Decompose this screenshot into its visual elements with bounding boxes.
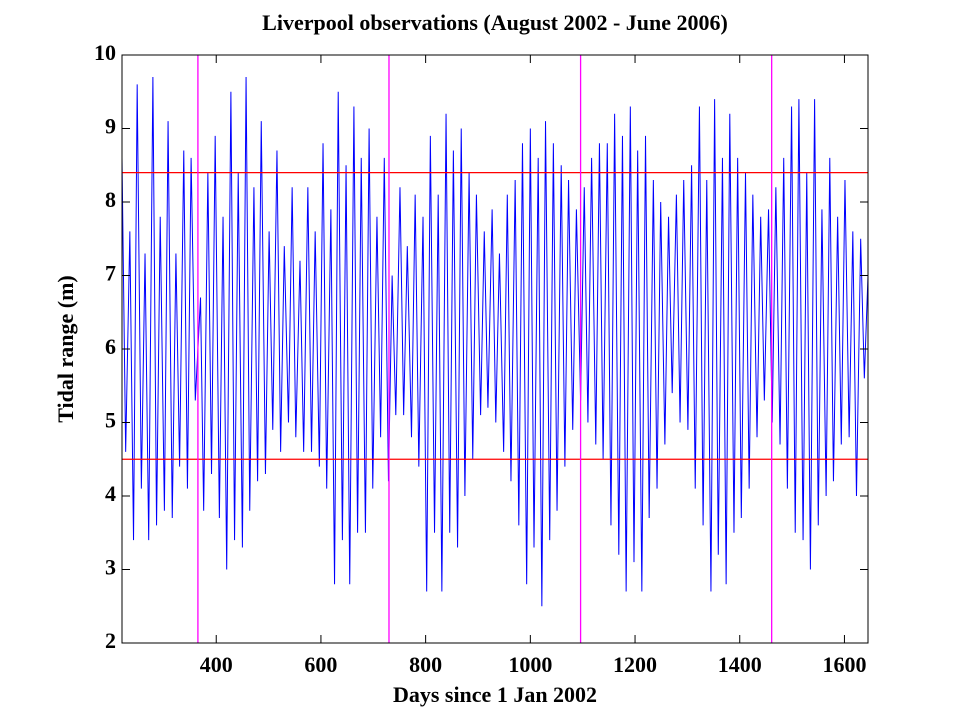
y-tick-label: 7	[105, 261, 116, 286]
x-tick-label: 800	[409, 652, 442, 677]
y-tick-label: 5	[105, 408, 116, 433]
y-tick-label: 9	[105, 114, 116, 139]
chart-title: Liverpool observations (August 2002 - Ju…	[262, 10, 728, 35]
x-tick-label: 1600	[822, 652, 866, 677]
y-tick-label: 8	[105, 187, 116, 212]
x-tick-label: 1000	[508, 652, 552, 677]
x-tick-label: 600	[304, 652, 337, 677]
y-tick-label: 6	[105, 334, 116, 359]
y-tick-label: 10	[94, 40, 116, 65]
data-line	[122, 77, 868, 607]
y-axis-label: Tidal range (m)	[53, 275, 78, 422]
y-tick-label: 4	[105, 481, 116, 506]
y-tick-label: 3	[105, 555, 116, 580]
x-tick-label: 1400	[718, 652, 762, 677]
x-tick-label: 1200	[613, 652, 657, 677]
x-axis-label: Days since 1 Jan 2002	[393, 682, 597, 707]
x-tick-label: 400	[200, 652, 233, 677]
y-tick-label: 2	[105, 628, 116, 653]
